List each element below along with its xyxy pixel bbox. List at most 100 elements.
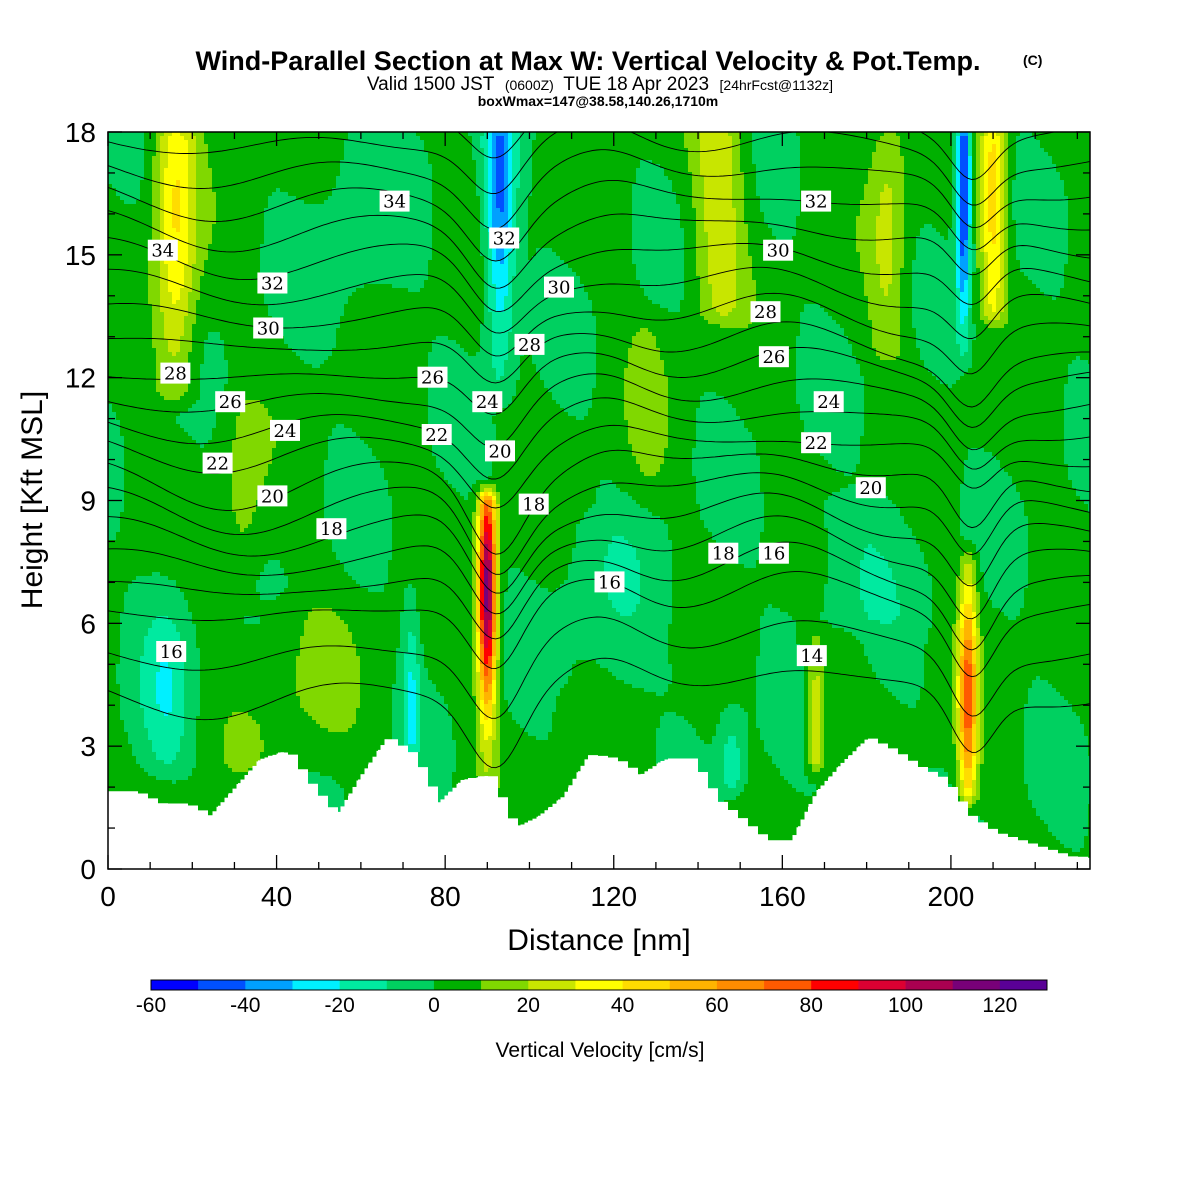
contour-label-box [708, 542, 739, 564]
velocity-cell [480, 644, 485, 665]
velocity-cell [964, 540, 969, 553]
velocity-cell [704, 392, 709, 529]
velocity-cell [748, 256, 753, 325]
velocity-cell [368, 592, 373, 763]
velocity-cell [980, 320, 985, 449]
velocity-cell [884, 296, 889, 361]
velocity-cell [488, 232, 493, 313]
velocity-cell [612, 608, 617, 677]
isentrope-line [108, 515, 1090, 620]
velocity-cell [432, 132, 437, 341]
velocity-cell [412, 636, 417, 681]
velocity-cell [936, 768, 941, 778]
velocity-cell [156, 704, 161, 761]
velocity-cell [132, 204, 137, 581]
velocity-cell [484, 500, 489, 505]
velocity-cell [912, 708, 917, 766]
velocity-cell [876, 140, 881, 217]
velocity-cell [644, 160, 649, 297]
velocity-cell [408, 584, 413, 633]
velocity-cell [128, 204, 133, 585]
velocity-cell [236, 132, 241, 417]
velocity-cell [184, 780, 189, 806]
velocity-cell [396, 648, 401, 747]
velocity-cell [800, 420, 805, 657]
velocity-cell [860, 560, 865, 601]
velocity-cell [892, 580, 897, 621]
velocity-cell [476, 196, 481, 353]
velocity-cell [1056, 132, 1061, 173]
velocity-cell [416, 612, 421, 665]
velocity-cell [480, 132, 485, 137]
velocity-cell [1004, 472, 1009, 617]
velocity-cell [916, 700, 921, 769]
velocity-cell [304, 712, 309, 773]
contour-label-text: 28 [754, 302, 777, 323]
velocity-cell [972, 780, 977, 797]
velocity-cell [556, 588, 561, 697]
velocity-cell [1016, 492, 1021, 617]
velocity-cell [964, 788, 969, 797]
velocity-cell [160, 576, 165, 617]
velocity-cell [732, 704, 737, 737]
velocity-cell [804, 304, 809, 433]
velocity-cell [672, 192, 677, 313]
velocity-cell [184, 140, 189, 265]
velocity-cell [192, 136, 197, 265]
velocity-cell [828, 624, 833, 777]
velocity-cell [496, 260, 501, 313]
velocity-cell [672, 712, 677, 760]
velocity-cell [684, 148, 689, 721]
velocity-cell [712, 540, 717, 737]
velocity-cell [664, 692, 669, 713]
velocity-cell [832, 492, 837, 629]
velocity-cell [1064, 264, 1069, 385]
velocity-cell [864, 296, 869, 489]
velocity-cell [1020, 500, 1025, 609]
velocity-cell [400, 288, 405, 613]
velocity-cell [636, 560, 641, 605]
contour-label: 34 [147, 239, 178, 262]
velocity-cell [332, 428, 337, 553]
velocity-cell [492, 680, 497, 705]
contour-label-text: 26 [762, 347, 785, 368]
velocity-cell [320, 608, 325, 729]
velocity-cell [360, 588, 365, 775]
velocity-cell [968, 224, 973, 309]
contour-label-box [801, 190, 832, 212]
velocity-cell [524, 344, 529, 577]
velocity-cell [380, 468, 385, 593]
velocity-cell [548, 392, 553, 593]
velocity-cell [728, 404, 733, 557]
velocity-cell [724, 316, 729, 329]
velocity-cell [324, 776, 329, 806]
velocity-cell [708, 284, 713, 325]
velocity-cell [300, 636, 305, 709]
velocity-cell [956, 132, 961, 137]
velocity-cell [952, 384, 957, 625]
velocity-cell [960, 780, 965, 797]
velocity-cell [872, 132, 877, 153]
colorbar-tick-label: 60 [705, 994, 728, 1017]
box-wmax-text: boxWmax=147@38.58,140.26,1710m [478, 93, 719, 109]
velocity-cell [308, 132, 313, 205]
y-tick-label: 12 [65, 363, 96, 394]
velocity-cell [480, 480, 485, 485]
velocity-cell [964, 752, 969, 769]
velocity-cell [240, 712, 245, 773]
velocity-cell [324, 608, 329, 729]
velocity-cell [1088, 132, 1090, 365]
contour-label-text: 30 [548, 278, 571, 299]
velocity-cell [324, 524, 329, 609]
velocity-cell [820, 620, 825, 649]
velocity-cell [764, 752, 769, 842]
velocity-cell [440, 472, 445, 697]
velocity-cell [336, 784, 341, 813]
velocity-cell [884, 496, 889, 561]
x-axis-label: Distance [nm] [507, 924, 690, 957]
velocity-cell [120, 200, 125, 437]
velocity-cell [712, 324, 717, 393]
velocity-cell [476, 352, 481, 481]
velocity-cell [764, 132, 769, 225]
velocity-cell [956, 136, 961, 289]
